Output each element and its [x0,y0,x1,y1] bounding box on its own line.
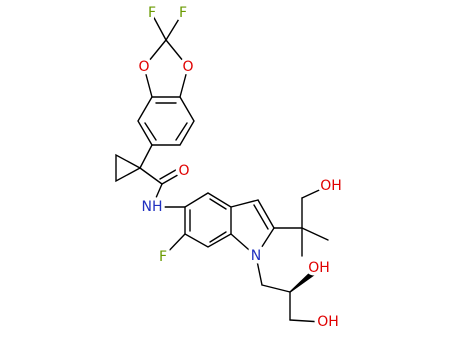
atom-label: OH [308,260,330,276]
atom-label: F [148,5,156,21]
atom-label: F [179,5,187,21]
atom-label: NH [142,199,163,215]
bonds [115,13,329,323]
atom-label: O [182,59,193,75]
atom-label: OH [320,178,342,194]
atom-label: F [159,249,167,265]
atom-labels: F F O O O NH F N OH OH OH [135,2,345,334]
atom-label: N [251,248,261,264]
atom-label: O [138,59,149,75]
atom-label: OH [317,314,339,330]
atom-label: O [178,163,189,179]
